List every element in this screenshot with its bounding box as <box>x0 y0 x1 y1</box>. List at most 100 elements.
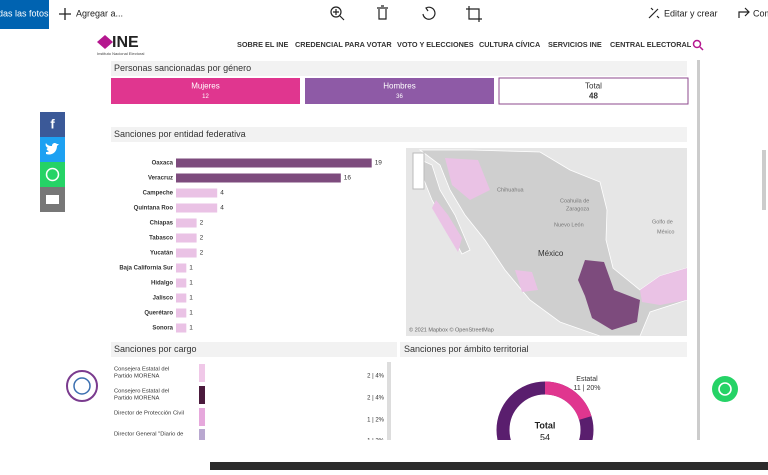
position-bar[interactable] <box>199 408 205 426</box>
nav-link[interactable]: VOTO Y ELECCIONES <box>397 40 474 49</box>
whatsapp-float-button[interactable] <box>712 376 738 402</box>
state-bar[interactable] <box>176 248 197 258</box>
page-bottom <box>0 440 768 462</box>
add-to-label[interactable]: Agregar a... <box>76 8 123 18</box>
add-icon[interactable] <box>59 8 71 20</box>
share-label[interactable]: Com <box>753 8 768 18</box>
nav-link[interactable]: CULTURA CÍVICA <box>479 40 541 49</box>
segment-name: Estatal <box>576 376 598 383</box>
section-title: Sanciones por entidad federativa <box>114 129 246 139</box>
all-photos-label: das las fotos <box>0 8 49 18</box>
facebook-icon: f <box>50 116 55 131</box>
map-label: México <box>538 249 564 258</box>
gender-box[interactable] <box>498 77 689 105</box>
viewer-scrollbar[interactable] <box>762 150 766 210</box>
state-label: Hidalgo <box>151 281 173 287</box>
gender-label: Total <box>585 82 602 91</box>
state-value: 1 <box>189 325 193 332</box>
state-label: Yucatán <box>150 251 173 257</box>
whatsapp-icon <box>45 167 60 182</box>
section-title: Sanciones por ámbito territorial <box>404 344 529 354</box>
position-value: 2 | 4% <box>367 396 385 402</box>
position-name: Partido MORENA <box>114 374 160 380</box>
section-title: Personas sancionadas por género <box>114 63 251 73</box>
facebook-button[interactable] <box>40 112 65 137</box>
gender-box[interactable] <box>305 78 494 104</box>
whatsapp-float-icon <box>718 382 732 396</box>
scrollbar[interactable] <box>387 362 391 440</box>
position-bar[interactable] <box>199 386 205 404</box>
state-value: 1 <box>189 280 193 287</box>
map-controls[interactable] <box>412 152 425 190</box>
taskbar <box>210 462 768 470</box>
all-photos-button[interactable] <box>0 0 49 29</box>
crop-icon[interactable] <box>466 6 482 22</box>
section-header <box>111 127 687 142</box>
state-bar[interactable] <box>176 188 218 198</box>
segment-value: 11 | 20% <box>574 385 601 392</box>
map-state <box>578 260 640 330</box>
state-label: Chiapas <box>150 221 174 227</box>
position-bar[interactable] <box>199 364 205 382</box>
state-value: 4 <box>220 190 224 197</box>
state-value: 1 <box>189 310 193 317</box>
map-attribution: © 2021 Mapbox © OpenStreetMap <box>409 326 494 333</box>
state-bar[interactable] <box>176 263 187 273</box>
page-scrollbar[interactable] <box>697 60 700 440</box>
state-bar[interactable] <box>176 158 372 168</box>
map-peninsula <box>420 159 471 255</box>
map-label: Zaragoza <box>566 206 590 212</box>
edit-icon[interactable] <box>648 7 660 19</box>
total-value: 54 <box>540 432 550 442</box>
nav-link[interactable]: CREDENCIAL PARA VOTAR <box>295 40 392 49</box>
position-name: Consejero Estatal del <box>114 389 169 395</box>
map-label: Golfo de <box>652 219 673 225</box>
edit-create-label[interactable]: Editar y crear <box>664 8 718 18</box>
nav-link[interactable]: SERVICIOS INE <box>548 40 602 49</box>
state-bar[interactable] <box>176 323 187 333</box>
accessibility-button[interactable] <box>66 370 98 402</box>
rotate-icon[interactable] <box>422 6 436 20</box>
delete-icon[interactable] <box>377 5 388 20</box>
search-icon[interactable] <box>692 39 702 49</box>
state-label: Jalisco <box>153 296 174 302</box>
state-bar[interactable] <box>176 278 187 288</box>
state-bar[interactable] <box>176 293 187 303</box>
share-icon[interactable] <box>738 7 750 18</box>
map-state <box>640 268 687 305</box>
position-name: Consejera Estatal del <box>114 367 169 373</box>
position-name: Director de Protección Civil <box>114 411 184 417</box>
state-label: Querétaro <box>144 311 173 317</box>
state-label: Sonora <box>152 326 173 332</box>
nav-link[interactable]: CENTRAL ELECTORAL <box>610 40 692 49</box>
donut-segment[interactable] <box>544 381 592 421</box>
state-bar[interactable] <box>176 218 197 228</box>
twitter-icon <box>45 142 59 155</box>
map-label: México <box>657 229 674 235</box>
position-bar[interactable] <box>199 429 205 447</box>
map[interactable] <box>406 148 688 337</box>
state-bar[interactable] <box>176 233 197 243</box>
state-value: 2 <box>200 250 204 257</box>
state-label: Tabasco <box>149 236 173 242</box>
state-bar[interactable] <box>176 203 218 213</box>
logo[interactable]: INE <box>112 34 139 51</box>
gender-value: 48 <box>589 92 598 101</box>
state-label: Quintana Roo <box>134 206 174 212</box>
position-name: Director General "Diario de <box>114 432 183 438</box>
state-label: Oaxaca <box>152 161 174 167</box>
section-title: Sanciones por cargo <box>114 344 197 354</box>
nav-link[interactable]: SOBRE EL INE <box>237 40 288 49</box>
gender-box[interactable] <box>111 78 300 104</box>
section-header <box>400 342 687 357</box>
state-bar[interactable] <box>176 308 187 318</box>
gender-label: Hombres <box>383 82 415 91</box>
toolbar <box>0 0 768 29</box>
logo-mark <box>97 35 113 49</box>
whatsapp-button[interactable] <box>40 162 65 187</box>
state-bar[interactable] <box>176 173 341 183</box>
zoom-icon[interactable] <box>330 6 342 18</box>
toolbar-icons <box>330 5 750 22</box>
position-name: Partido MORENA <box>114 396 160 402</box>
